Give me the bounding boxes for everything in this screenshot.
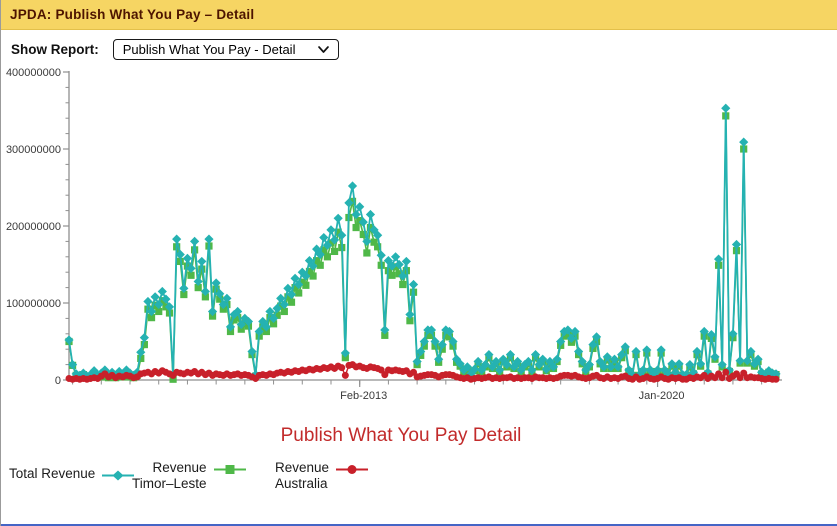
chevron-down-icon <box>317 45 329 53</box>
series-total-revenue <box>64 103 781 382</box>
y-tick-label: 0 <box>55 375 61 387</box>
legend-label: Revenue Australia <box>275 460 330 491</box>
revenue-chart: 0 100000000 200000000 300000000 400000000 Feb… <box>6 67 782 402</box>
y-tick-label: 200000000 <box>6 221 61 233</box>
title-bar: JPDA: Publish What You Pay – Detail <box>1 0 837 30</box>
show-report-label: Show Report: <box>11 41 99 57</box>
report-picker-row: Show Report: Publish What You Pay - Deta… <box>11 38 339 60</box>
x-tick-label: Feb-2013 <box>340 390 387 402</box>
chart-title: Publish What You Pay Detail <box>280 425 522 446</box>
legend-item-revenue-timor-leste: Revenue Timor–Leste <box>132 460 246 492</box>
legend-item-revenue-australia: Revenue Australia <box>275 460 369 492</box>
circle-marker-icon <box>336 465 369 474</box>
y-tick-label: 400000000 <box>6 67 61 79</box>
x-tick-label: Jan-2020 <box>639 390 685 402</box>
page-title: JPDA: Publish What You Pay – Detail <box>10 7 255 22</box>
y-tick-label: 100000000 <box>6 298 61 310</box>
bottom-divider <box>1 524 837 526</box>
legend-label: Revenue Timor–Leste <box>132 460 207 491</box>
series-revenue-australia <box>65 361 780 383</box>
report-select[interactable]: Publish What You Pay - Detail <box>112 38 339 60</box>
report-select-value: Publish What You Pay - Detail <box>122 41 296 57</box>
diamond-marker-icon <box>102 470 135 481</box>
legend-label: Total Revenue <box>9 466 96 481</box>
legend-item-total-revenue: Total Revenue <box>9 466 135 482</box>
square-marker-icon <box>213 465 246 474</box>
y-tick-label: 300000000 <box>6 144 61 156</box>
